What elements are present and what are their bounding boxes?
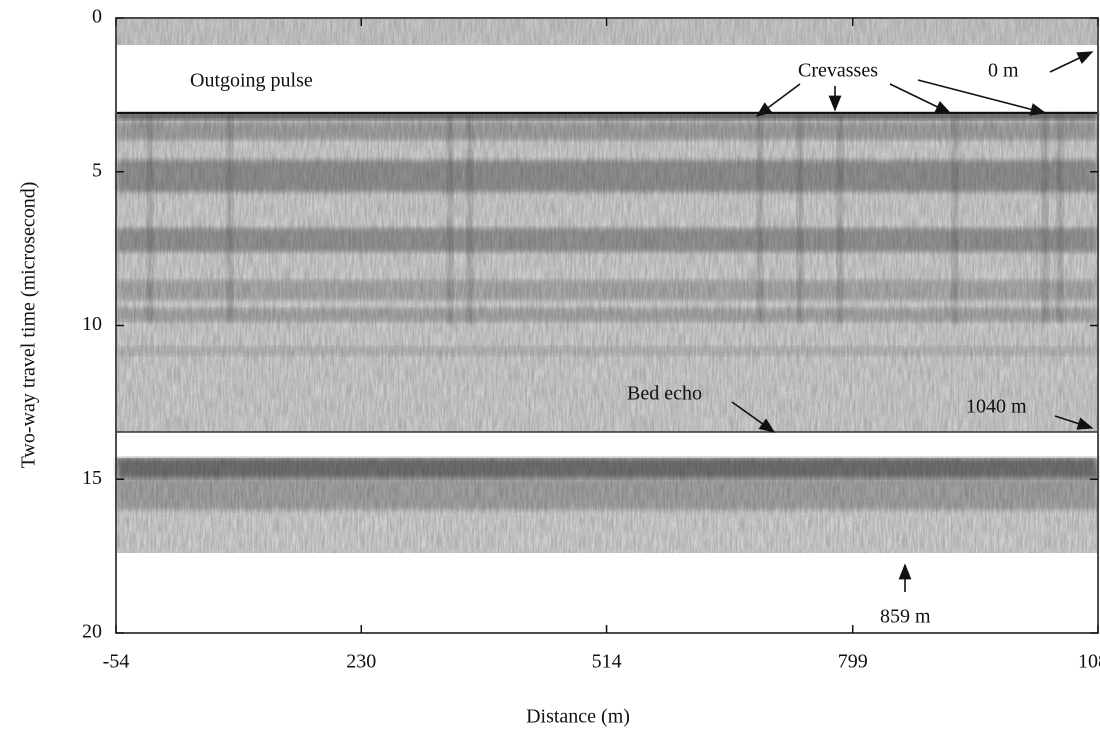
image-band [117,478,1097,510]
image-streak [952,114,958,324]
annotation: Outgoing pulse [190,70,313,92]
annotation: 1040 m [966,396,1027,418]
x-tick-label: -54 [103,651,130,673]
image-band [117,160,1097,192]
arrow [1049,51,1094,73]
x-tick-label: 230 [346,651,376,673]
image-band [117,308,1097,322]
image-streak [1042,114,1048,324]
y-tick-label: 5 [92,159,102,181]
image-band [117,280,1097,300]
y-tick-label: 20 [82,621,102,643]
x-axis-label: Distance (m) [526,706,630,728]
annotation: 0 m [988,60,1019,82]
annotation: 859 m [880,606,931,628]
x-tick-label: 799 [838,651,868,673]
image-streak [1057,114,1063,324]
x-tick-label: 514 [592,651,622,673]
image-streak [757,114,763,324]
image-band [117,228,1097,252]
image-band [117,346,1097,356]
image-streak [837,114,843,324]
arrow [1054,415,1094,430]
y-axis-label: Two-way travel time (microsecond) [18,182,40,469]
image-band [117,122,1097,140]
arrow [889,83,952,114]
image-streak [147,114,153,324]
annotation: Crevasses [798,60,878,82]
image-streak [797,114,803,324]
arrow [917,79,1047,116]
image-streak [447,114,453,324]
image-band [117,458,1097,478]
annotation: Bed echo [627,383,702,405]
y-tick-label: 0 [92,6,102,28]
y-tick-label: 10 [82,313,102,335]
x-tick-label: 1083 [1078,651,1100,673]
y-tick-label: 15 [82,467,102,489]
arrow [731,401,776,433]
image-streak [467,114,473,324]
arrow [755,83,801,117]
image-band [117,112,1097,120]
radar-image [117,19,1097,553]
image-streak [227,114,233,324]
arrows [731,51,1094,592]
